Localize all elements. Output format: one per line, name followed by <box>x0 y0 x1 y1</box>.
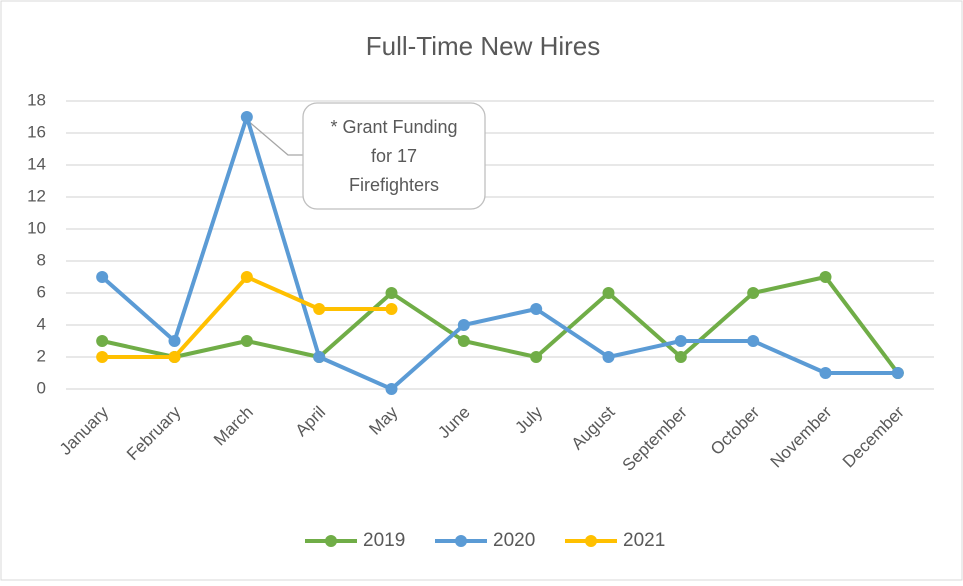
data-point <box>819 271 832 283</box>
annotation-text: for 17 <box>371 146 417 166</box>
data-point <box>457 319 470 331</box>
data-point <box>602 351 615 363</box>
data-point <box>602 287 615 299</box>
legend-marker <box>325 535 337 547</box>
y-tick-label: 16 <box>27 122 46 141</box>
data-point <box>385 383 398 395</box>
y-tick-label: 10 <box>27 218 46 237</box>
data-point <box>747 287 760 299</box>
data-point <box>674 351 687 363</box>
data-point <box>96 335 109 347</box>
y-tick-label: 6 <box>37 282 46 301</box>
legend-label: 2020 <box>493 530 535 551</box>
data-point <box>891 367 904 379</box>
series-line <box>101 275 900 375</box>
data-point <box>240 111 253 123</box>
legend-marker <box>585 535 597 547</box>
y-tick-label: 2 <box>37 346 46 365</box>
data-point <box>168 335 181 347</box>
data-point <box>313 351 326 363</box>
y-tick-label: 14 <box>27 154 46 173</box>
annotation-leader <box>246 119 303 156</box>
data-point <box>819 367 832 379</box>
annotation-box <box>302 102 486 210</box>
data-point <box>674 335 687 347</box>
data-point <box>747 335 760 347</box>
data-point <box>96 351 109 363</box>
plot <box>96 111 904 395</box>
data-point <box>313 303 326 315</box>
series-line <box>100 115 898 391</box>
annotation-text: * Grant Funding <box>330 117 457 137</box>
data-point <box>530 351 543 363</box>
data-point <box>96 271 109 283</box>
y-tick-label: 8 <box>37 250 46 269</box>
data-point <box>385 303 398 315</box>
legend-label: 2021 <box>623 530 665 551</box>
annotation-text: Firefighters <box>349 175 439 195</box>
data-point <box>168 351 181 363</box>
data-point <box>530 303 543 315</box>
legend-label: 2019 <box>363 530 405 551</box>
data-point <box>385 287 398 299</box>
y-tick-label: 18 <box>27 90 46 109</box>
y-tick-label: 0 <box>37 378 46 397</box>
data-point <box>240 335 253 347</box>
y-tick-label: 12 <box>27 186 46 205</box>
legend-marker <box>455 535 467 547</box>
data-point <box>240 271 253 283</box>
y-tick-label: 4 <box>37 314 46 333</box>
chart-title: Full-Time New Hires <box>366 31 601 61</box>
data-point <box>457 335 470 347</box>
